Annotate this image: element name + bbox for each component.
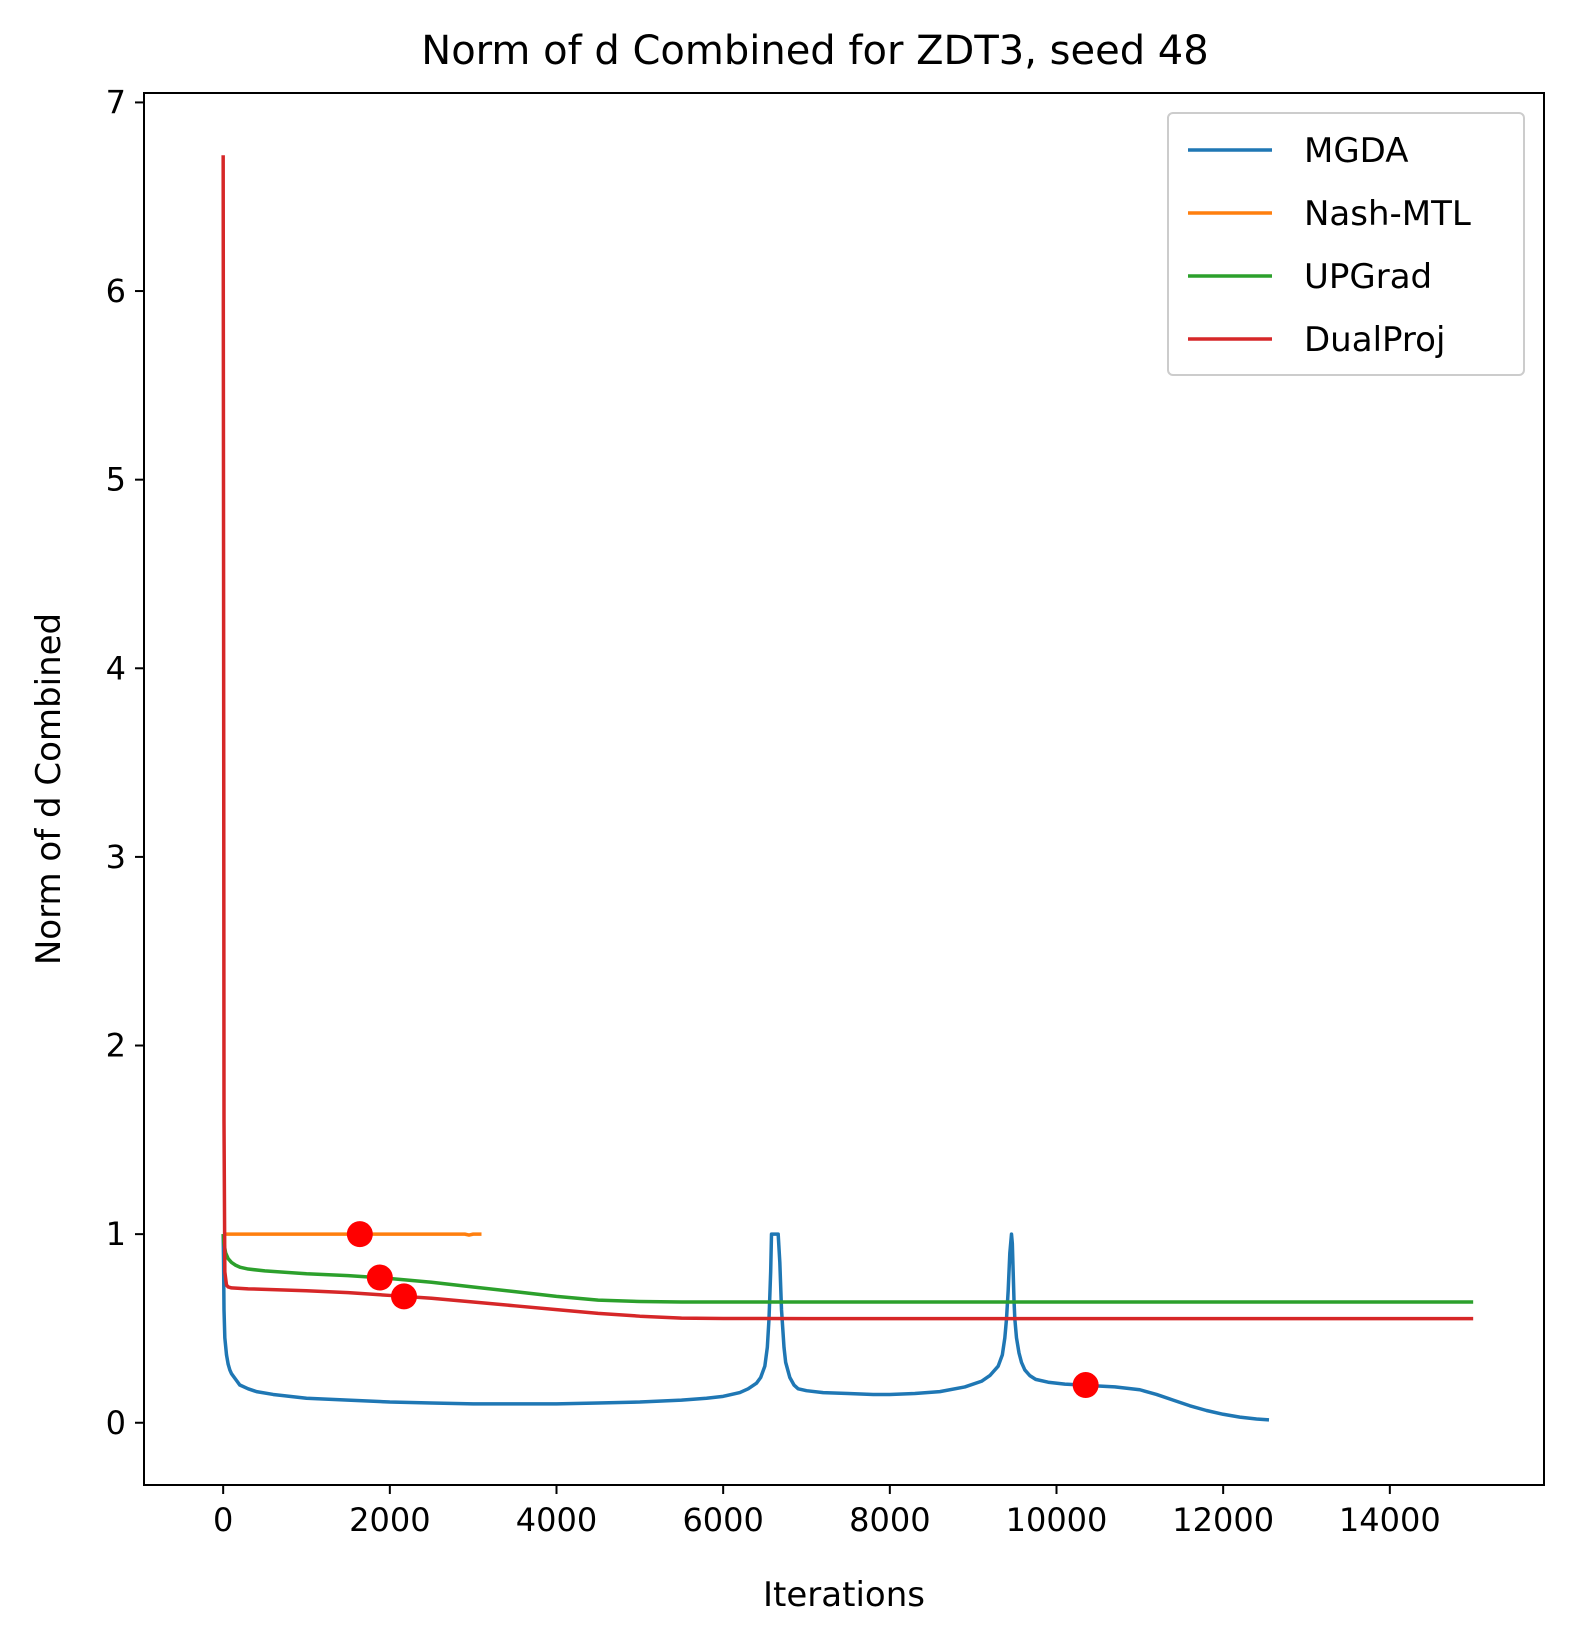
x-tick-label: 14000 <box>1339 1501 1441 1539</box>
axes-frame <box>143 92 1545 1486</box>
x-tick-label: 2000 <box>349 1501 430 1539</box>
y-tick-label: 2 <box>106 1027 126 1065</box>
y-tick-label: 6 <box>106 272 126 310</box>
legend-label-dualproj: DualProj <box>1304 320 1445 360</box>
chart-title: Norm of d Combined for ZDT3, seed 48 <box>421 28 1208 74</box>
plot-area <box>221 155 1474 1422</box>
x-axis-label: Iterations <box>763 1575 925 1615</box>
marker-point-2 <box>366 1264 393 1291</box>
series-line-dualproj <box>221 155 1474 1321</box>
legend-box <box>1167 112 1525 376</box>
x-tick-label: 4000 <box>516 1501 597 1539</box>
y-tick-label: 3 <box>106 838 126 876</box>
axis-ticks: 0 2000 4000 6000 8000 10000 12000 14000 0 1 2 3 4 5 6 7 <box>106 83 1441 1539</box>
x-tick-label: 12000 <box>1172 1501 1274 1539</box>
y-tick-label: 0 <box>106 1404 126 1442</box>
legend-label-mgda: MGDA <box>1304 131 1409 171</box>
x-tick-label: 6000 <box>682 1501 763 1539</box>
legend-label-upgrad: UPGrad <box>1304 257 1432 297</box>
y-axis-label: Norm of d Combined <box>29 613 69 965</box>
x-tick-label: 8000 <box>849 1501 930 1539</box>
y-tick-label: 5 <box>106 461 126 499</box>
series-line-upgrad <box>221 1233 1474 1304</box>
legend-label-nash-mtl: Nash-MTL <box>1304 194 1471 234</box>
series-line-nash-mtl <box>223 1232 482 1237</box>
y-tick-label: 4 <box>106 649 126 687</box>
legend: MGDA Nash-MTL UPGrad DualProj <box>1167 112 1525 376</box>
x-tick-label: 10000 <box>1006 1501 1108 1539</box>
x-tick-label: 0 <box>213 1501 233 1539</box>
marker-point-3 <box>391 1283 417 1310</box>
y-tick-label: 7 <box>106 83 126 121</box>
series-line-mgda <box>221 1232 1270 1422</box>
y-tick-label: 1 <box>106 1215 126 1253</box>
marker-point-1 <box>346 1221 373 1248</box>
marker-point-4 <box>1072 1372 1099 1399</box>
